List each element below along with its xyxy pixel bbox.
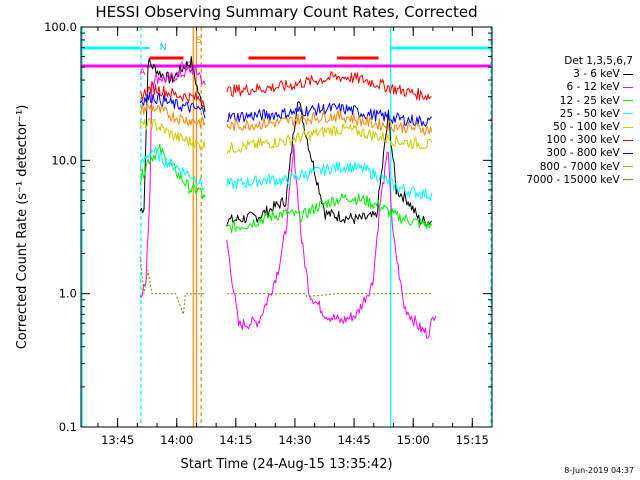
legend-item: 50 - 100 keV bbox=[508, 121, 633, 134]
legend-item-label: 800 - 7000 keV bbox=[540, 161, 623, 173]
legend-swatch bbox=[623, 74, 633, 75]
flag-label-attenuator: A bbox=[139, 68, 146, 78]
x-tick-label: 14:00 bbox=[160, 433, 193, 447]
legend-item-label: 50 - 100 keV bbox=[553, 121, 623, 133]
chart-title: HESSI Observing Summary Count Rates, Cor… bbox=[95, 3, 477, 21]
y-tick-label: 10.0 bbox=[51, 153, 77, 167]
x-axis-label: Start Time (24-Aug-15 13:35:42) bbox=[180, 457, 392, 472]
legend-item: 100 - 300 keV bbox=[508, 134, 633, 147]
legend-item-label: 25 - 50 keV bbox=[560, 108, 623, 120]
legend-swatch bbox=[623, 179, 633, 180]
legend-swatch bbox=[623, 166, 633, 167]
x-tick-label: 14:45 bbox=[338, 433, 371, 447]
legend-item-label: 6 - 12 keV bbox=[566, 81, 623, 93]
generation-timestamp: 8-Jun-2019 04:37 bbox=[564, 466, 634, 475]
flag-label-saa: S bbox=[196, 36, 202, 46]
legend-swatch bbox=[623, 113, 633, 114]
flag-label-night: N bbox=[160, 43, 167, 53]
legend-item: 6 - 12 keV bbox=[508, 81, 633, 94]
legend-item-label: 7000 - 15000 keV bbox=[526, 174, 623, 186]
series-line-3 bbox=[140, 148, 432, 201]
legend-swatch bbox=[623, 140, 633, 141]
series-line-2 bbox=[140, 144, 432, 232]
y-tick-label: 100.0 bbox=[44, 20, 77, 34]
legend-swatch bbox=[623, 127, 633, 128]
series-line-5 bbox=[140, 72, 432, 107]
legend: Det 1,3,5,6,7 3 - 6 keV 6 - 12 keV 12 - … bbox=[508, 55, 633, 187]
legend-title: Det 1,3,5,6,7 bbox=[508, 55, 633, 68]
series-line-4 bbox=[140, 118, 432, 155]
y-tick-label: 0.1 bbox=[59, 420, 77, 434]
y-axis-label: Corrected Count Rate (s⁻¹ detector⁻¹) bbox=[15, 105, 30, 350]
series-line-1 bbox=[140, 66, 436, 339]
x-tick-label: 14:15 bbox=[219, 433, 252, 447]
legend-swatch bbox=[623, 153, 633, 154]
legend-item-label: 3 - 6 keV bbox=[573, 68, 623, 80]
x-tick-label: 13:45 bbox=[101, 433, 134, 447]
legend-swatch bbox=[623, 87, 633, 88]
legend-item-label: 300 - 800 keV bbox=[546, 147, 623, 159]
legend-item: 7000 - 15000 keV bbox=[508, 174, 633, 187]
x-tick-label: 15:15 bbox=[456, 433, 489, 447]
legend-item: 300 - 800 keV bbox=[508, 147, 633, 160]
legend-item: 12 - 25 keV bbox=[508, 95, 633, 108]
x-tick-label: 14:30 bbox=[278, 433, 311, 447]
series-line-8 bbox=[140, 257, 432, 315]
legend-item: 800 - 7000 keV bbox=[508, 161, 633, 174]
y-tick-label: 1.0 bbox=[59, 287, 77, 301]
legend-item: 3 - 6 keV bbox=[508, 68, 633, 81]
legend-swatch bbox=[623, 100, 633, 101]
x-tick-label: 15:00 bbox=[397, 433, 430, 447]
legend-item-label: 12 - 25 keV bbox=[560, 95, 623, 107]
legend-item: 25 - 50 keV bbox=[508, 108, 633, 121]
legend-item-label: 100 - 300 keV bbox=[546, 134, 623, 146]
